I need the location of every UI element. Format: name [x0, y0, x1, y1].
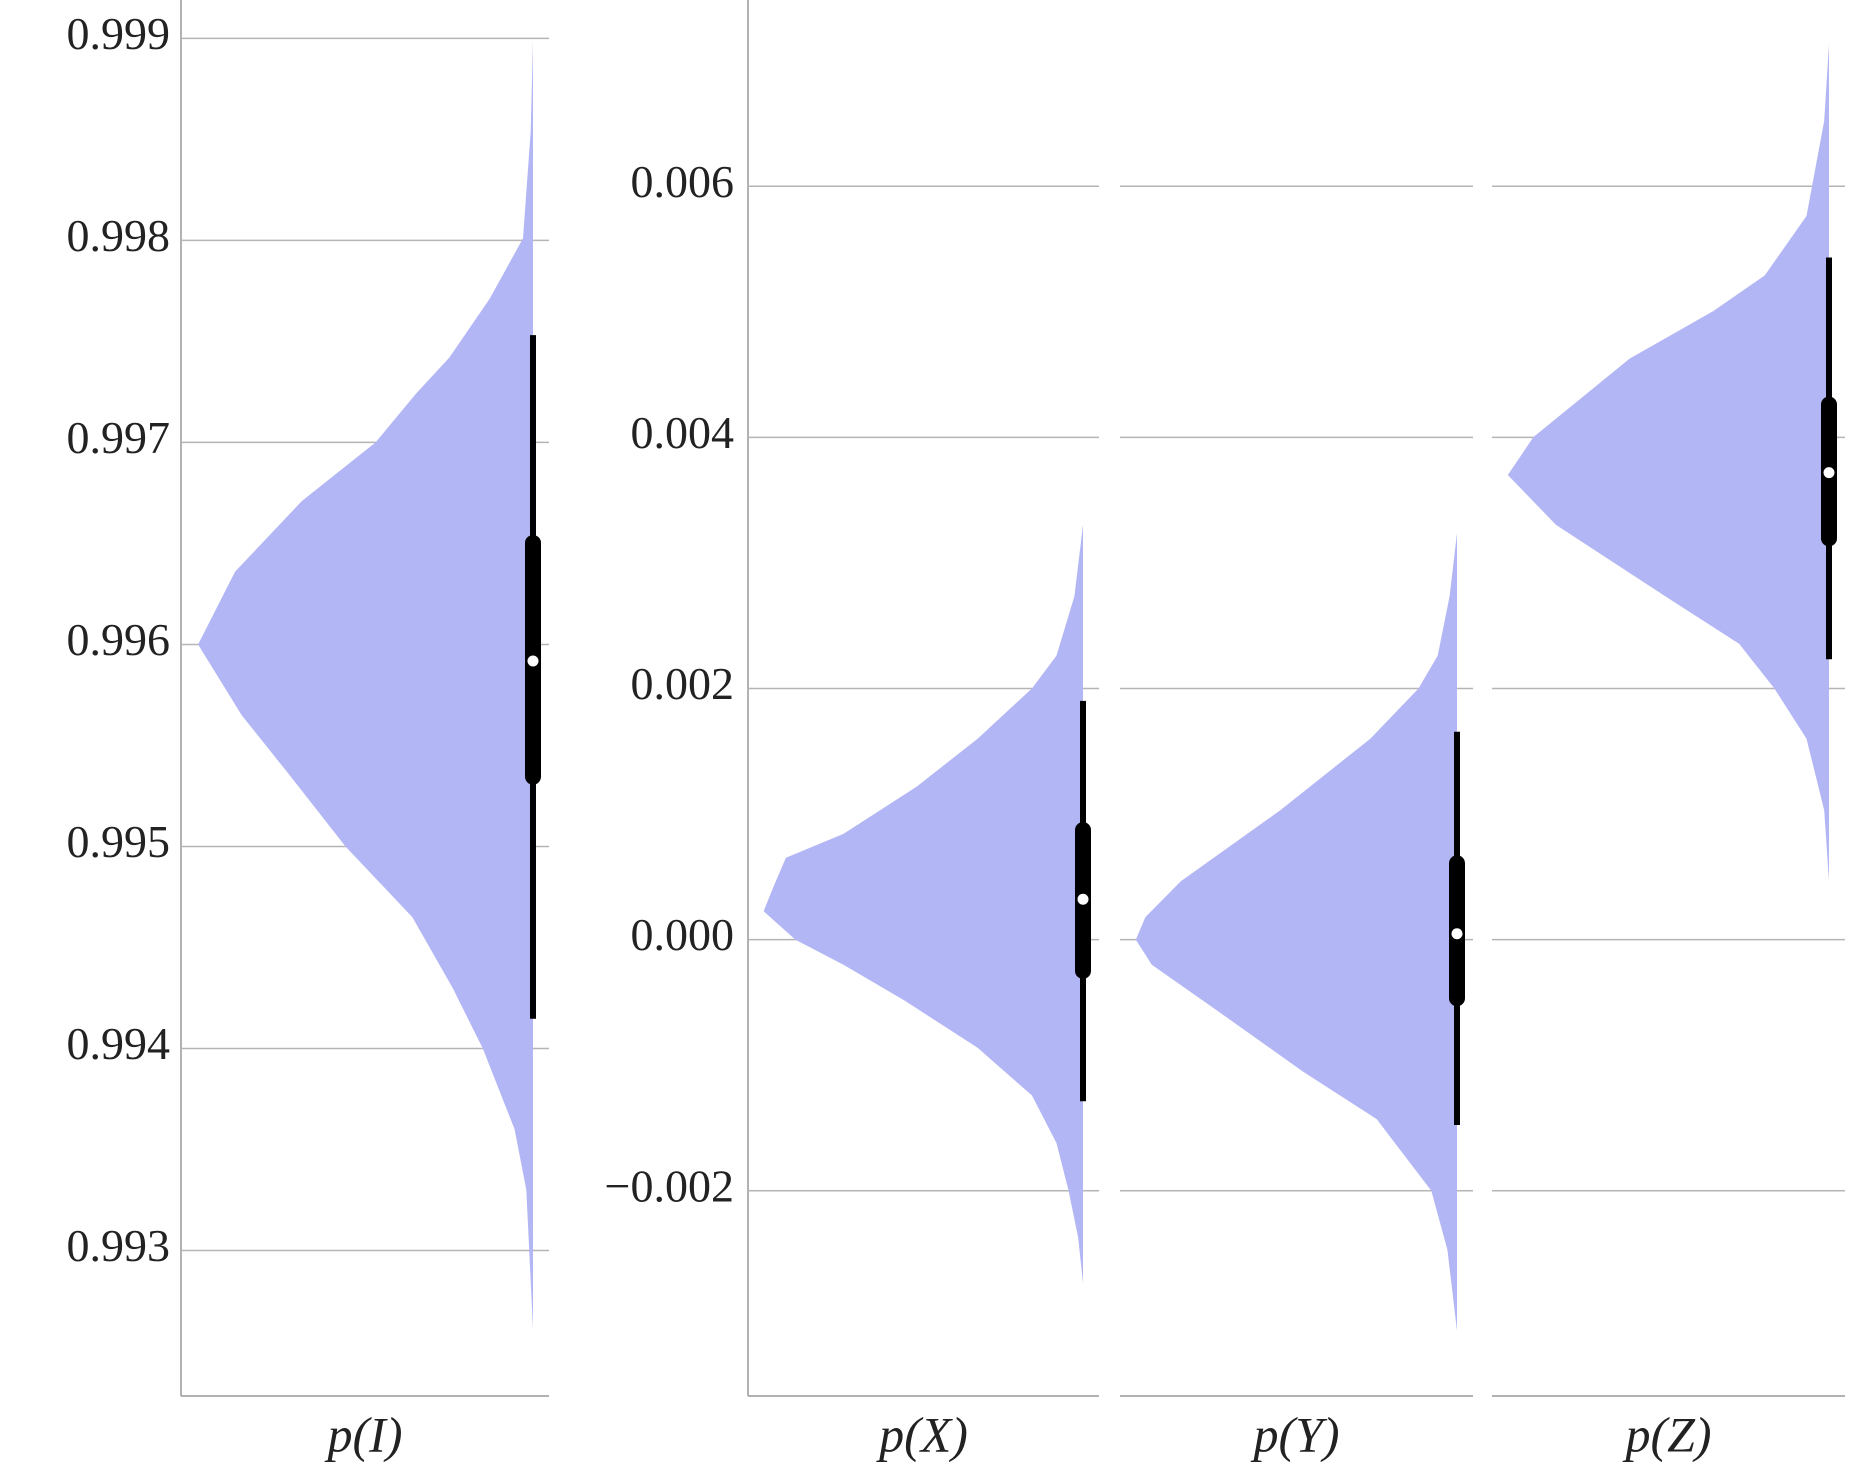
y-tick-label: 0.002 — [631, 658, 735, 709]
median — [527, 655, 539, 667]
median — [1451, 928, 1463, 940]
y-tick-label: 0.994 — [67, 1018, 171, 1069]
violin — [1135, 533, 1457, 1331]
median — [1823, 467, 1835, 479]
violin — [1507, 43, 1829, 882]
violin — [763, 524, 1083, 1284]
y-tick-label: 0.998 — [67, 210, 171, 261]
x-tick-label: p(Z) — [1622, 1406, 1711, 1462]
y-tick-label: 0.995 — [67, 816, 171, 867]
x-tick-label: p(Y) — [1250, 1406, 1339, 1462]
y-tick-label: 0.997 — [67, 412, 171, 463]
x-tick-label: p(I) — [325, 1406, 403, 1462]
y-tick-label: −0.002 — [605, 1160, 734, 1211]
y-tick-label: 0.999 — [67, 8, 171, 59]
y-tick-label: 0.004 — [631, 407, 735, 458]
y-tick-label: 0.993 — [67, 1220, 171, 1271]
median — [1077, 893, 1089, 905]
y-tick-label: 0.996 — [67, 614, 171, 665]
y-tick-label: 0.006 — [631, 156, 735, 207]
x-tick-label: p(X) — [876, 1406, 968, 1462]
violin — [198, 40, 533, 1330]
y-tick-label: 0.000 — [631, 909, 735, 960]
